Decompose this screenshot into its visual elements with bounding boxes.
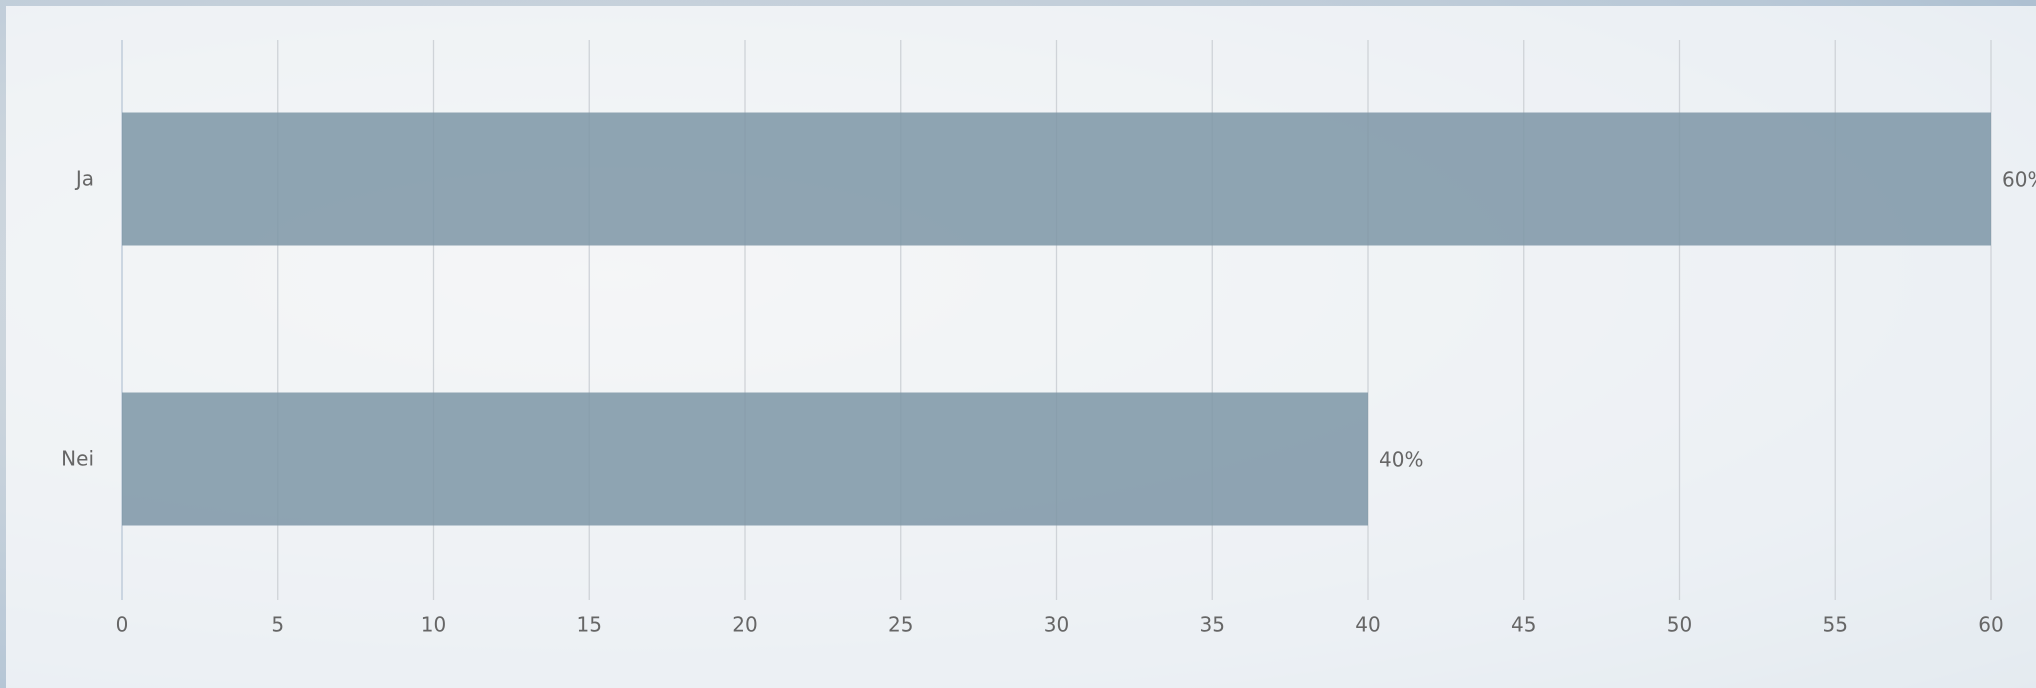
x-tick-label: 0 xyxy=(116,613,129,637)
x-tick-label: 20 xyxy=(732,613,757,637)
bar xyxy=(122,113,1991,246)
x-tick-label: 35 xyxy=(1200,613,1225,637)
data-label: 60% xyxy=(2002,168,2036,192)
x-tick-label: 15 xyxy=(577,613,602,637)
chart-panel xyxy=(6,6,2036,688)
x-tick-label: 30 xyxy=(1044,613,1069,637)
y-tick-label: Nei xyxy=(61,447,94,471)
data-label: 40% xyxy=(1379,448,1423,472)
bar xyxy=(122,393,1368,526)
chart: 0 5 10 15 20 25 30 35 40 45 50 55 60 Ja 60% Nei 40% xyxy=(0,0,2036,688)
x-tick-label: 55 xyxy=(1823,613,1848,637)
x-tick-label: 45 xyxy=(1511,613,1536,637)
x-tick-label: 5 xyxy=(271,613,284,637)
x-tick-label: 25 xyxy=(888,613,913,637)
x-tick-label: 60 xyxy=(1978,613,2003,637)
y-tick-label: Ja xyxy=(74,167,94,191)
x-tick-label: 10 xyxy=(421,613,446,637)
x-tick-label: 50 xyxy=(1667,613,1692,637)
page: 051015202530354045505560Ja60%Nei40% (() … xyxy=(0,0,2036,688)
x-tick-label: 40 xyxy=(1355,613,1380,637)
